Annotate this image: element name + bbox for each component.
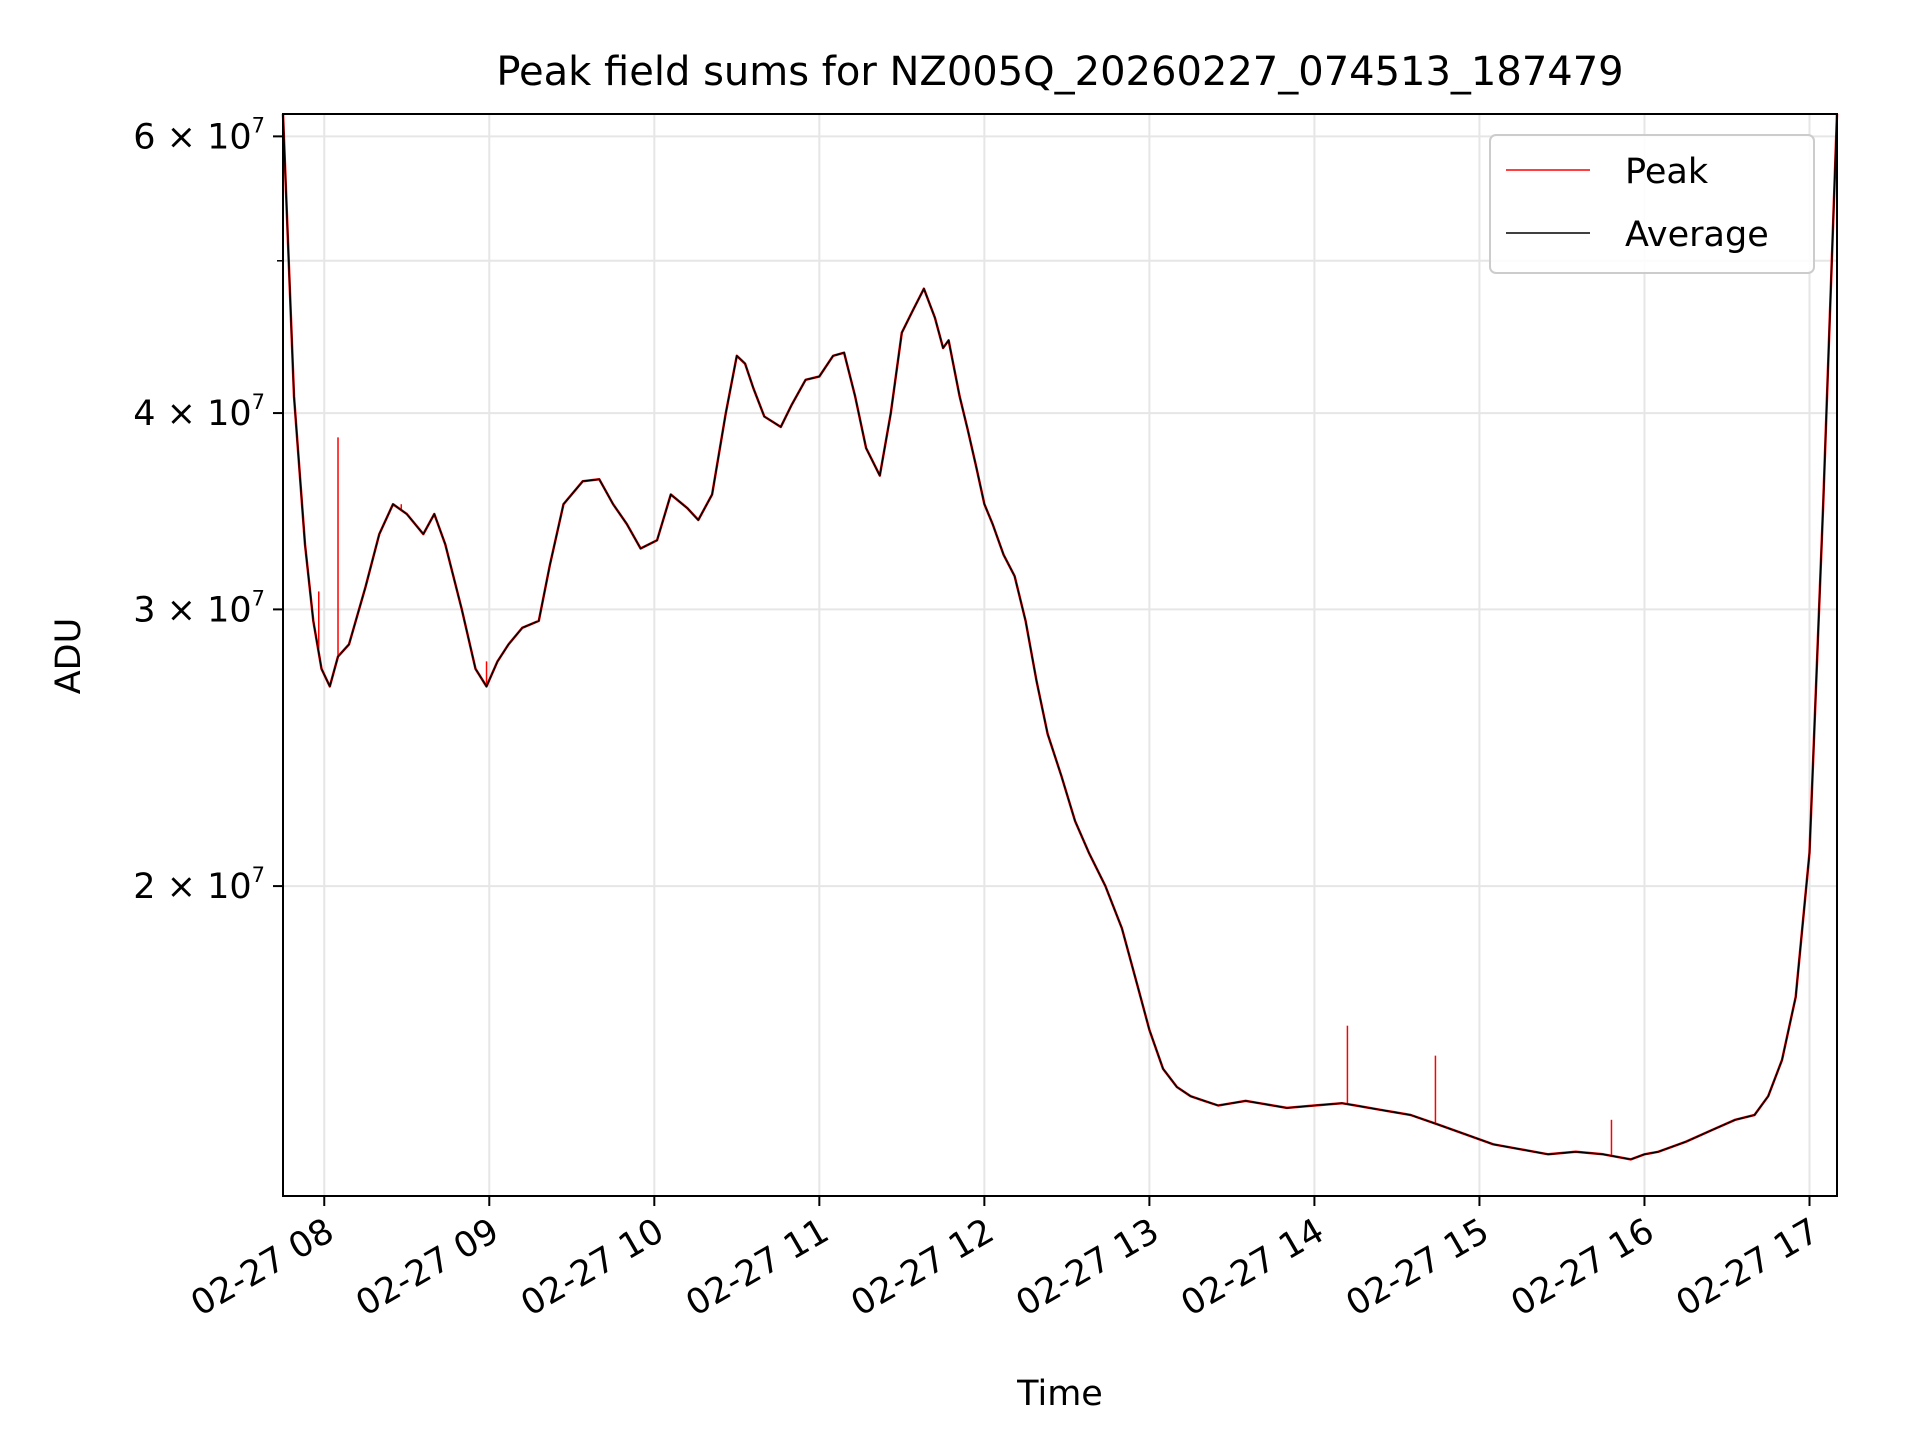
- y-tick-label: 4 × 107: [133, 390, 265, 434]
- series-line-average: [282, 113, 1838, 1161]
- x-axis-label: Time: [1016, 1374, 1103, 1414]
- plot-frame: [282, 113, 1838, 1197]
- legend-label-peak: Peak: [1625, 152, 1709, 192]
- legend: Peak Average: [1489, 134, 1815, 274]
- legend-label-average: Average: [1625, 215, 1769, 255]
- plot-area: [281, 113, 1839, 1161]
- grid: [283, 114, 1837, 1196]
- chart-title: Peak field sums for NZ005Q_20260227_0745…: [496, 49, 1623, 95]
- y-tick-label: 3 × 107: [133, 586, 265, 630]
- y-tick-label: 2 × 107: [133, 863, 265, 907]
- y-axis-label: ADU: [49, 618, 89, 695]
- y-tick-label: 6 × 107: [133, 113, 265, 157]
